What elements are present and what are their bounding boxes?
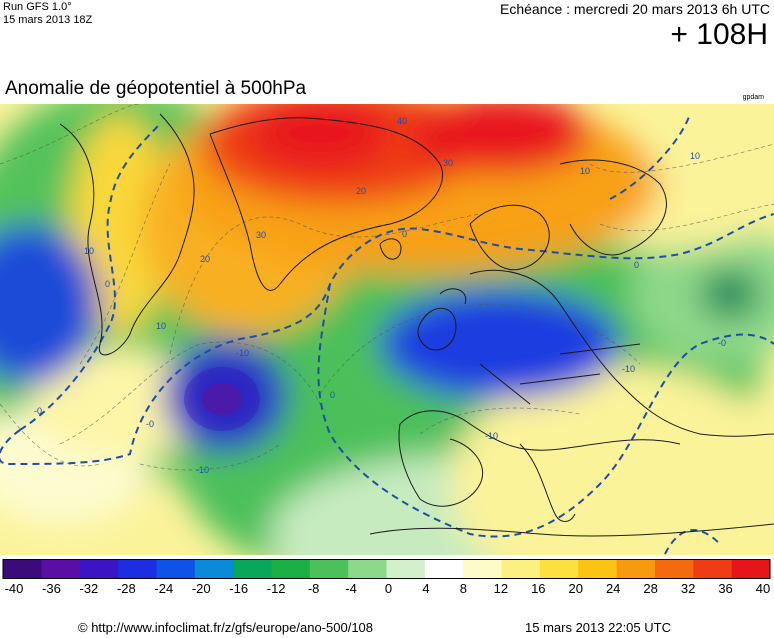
colorbar-cell	[731, 559, 771, 579]
colorbar-cell	[79, 559, 119, 579]
contour-label: 10	[84, 246, 94, 256]
colorbar-tick-label: 24	[605, 581, 621, 596]
contour-label: 10	[156, 321, 166, 331]
contour-label: -10	[622, 364, 635, 374]
contour-label: 0	[105, 279, 110, 289]
coastlines	[59, 113, 774, 537]
forecast-lead-time: + 108H	[670, 18, 768, 51]
colorbar-tick-label: 8	[459, 581, 468, 596]
contour-label: -10	[485, 431, 498, 441]
contour-label: 30	[443, 158, 453, 168]
colorbar-tick-label: -8	[307, 581, 320, 596]
low-core-marker	[202, 383, 242, 415]
colorbar-tick-label: -20	[191, 581, 211, 596]
colorbar-tick-label: -12	[266, 581, 286, 596]
contour-label: 30	[256, 230, 266, 240]
colorbar-cell	[616, 559, 656, 579]
contour-labels: 40 30 30 20 10 10 0 0 0 0 -0 -0 -10 -10 …	[34, 116, 726, 475]
colorbar-cell	[539, 559, 579, 579]
anomaly-field	[0, 104, 774, 555]
colorbar-ticks: -40 -36 -32 -28 -24 -20 -16 -12 -8 -4 0 4 8 12 16 20 24 2…	[0, 581, 774, 597]
colorbar-cell	[309, 559, 349, 579]
colorbar-tick-label: -24	[154, 581, 174, 596]
colorbar-cell	[654, 559, 694, 579]
colorbar-frame	[2, 559, 771, 579]
contour-label: -10	[236, 348, 249, 358]
contour-label: -0	[718, 338, 726, 348]
colorbar-cell	[118, 559, 157, 579]
colorbar-tick-label: 32	[680, 581, 696, 596]
forecast-valid-time: Echéance : mercredi 20 mars 2013 6h UTC	[499, 1, 770, 17]
colorbar	[2, 559, 771, 579]
contour-label: 10	[580, 166, 590, 176]
colorbar-cell	[424, 559, 464, 579]
colorbar-cell	[233, 559, 272, 579]
contour-label: 0	[402, 229, 407, 239]
colorbar-tick-label: -4	[345, 581, 357, 596]
colorbar-tick-label: 4	[422, 581, 430, 596]
contour-label: -0	[146, 419, 154, 429]
colorbar-cell	[463, 559, 503, 579]
colorbar-cell	[578, 559, 618, 579]
contour-label: -0	[34, 406, 42, 416]
colorbar-tick-label: -16	[229, 581, 249, 596]
map-title: Anomalie de géopotentiel à 500hPa	[5, 78, 307, 99]
colorbar-cell	[3, 559, 42, 579]
credit-label: gpdam	[742, 94, 764, 101]
colorbar-tick-label: 40	[755, 581, 771, 596]
colorbar-tick-label: -40	[4, 581, 24, 596]
contour-label: 0	[634, 260, 639, 270]
colorbar-tick-label: 20	[568, 581, 583, 596]
run-info: Run GFS 1.0° 15 mars 2013 18Z	[3, 1, 92, 27]
contour-label: 20	[356, 186, 366, 196]
colorbar-cell	[41, 559, 81, 579]
generated-time: 15 mars 2013 22:05 UTC	[525, 620, 671, 635]
contour-label: 0	[330, 390, 335, 400]
contour-label: -10	[196, 465, 209, 475]
colorbar-tick-label: 0	[384, 581, 393, 596]
contour-label: 20	[200, 254, 210, 264]
zero-contour	[0, 113, 774, 555]
colorbar-tick-label: 12	[493, 581, 509, 596]
contour-label: 10	[690, 151, 700, 161]
colorbar-cell	[271, 559, 311, 579]
colorbar-cell	[386, 559, 426, 579]
anomaly-map: 40 30 30 20 10 10 0 0 0 0 -0 -0 -10 -10 …	[0, 104, 774, 555]
run-date: 15 mars 2013 18Z	[3, 14, 93, 26]
run-label: Run GFS 1.0°	[3, 1, 72, 13]
colorbar-tick-label: -28	[116, 581, 136, 596]
colorbar-tick-label: 16	[531, 581, 546, 596]
contour-label: 40	[397, 116, 407, 126]
source-url: © http://www.infoclimat.fr/z/gfs/europe/…	[78, 620, 374, 635]
colorbar-tick-label: -32	[79, 581, 99, 596]
colorbar-cell	[693, 559, 733, 579]
colorbar-tick-label: -36	[42, 581, 61, 596]
colorbar-cell	[501, 559, 541, 579]
colorbar-cell	[194, 559, 234, 579]
colorbar-tick-label: 36	[718, 581, 733, 596]
colorbar-cell	[348, 559, 387, 579]
colorbar-tick-label: 28	[643, 581, 658, 596]
colorbar-cell	[156, 559, 196, 579]
contour-lines	[0, 104, 774, 471]
